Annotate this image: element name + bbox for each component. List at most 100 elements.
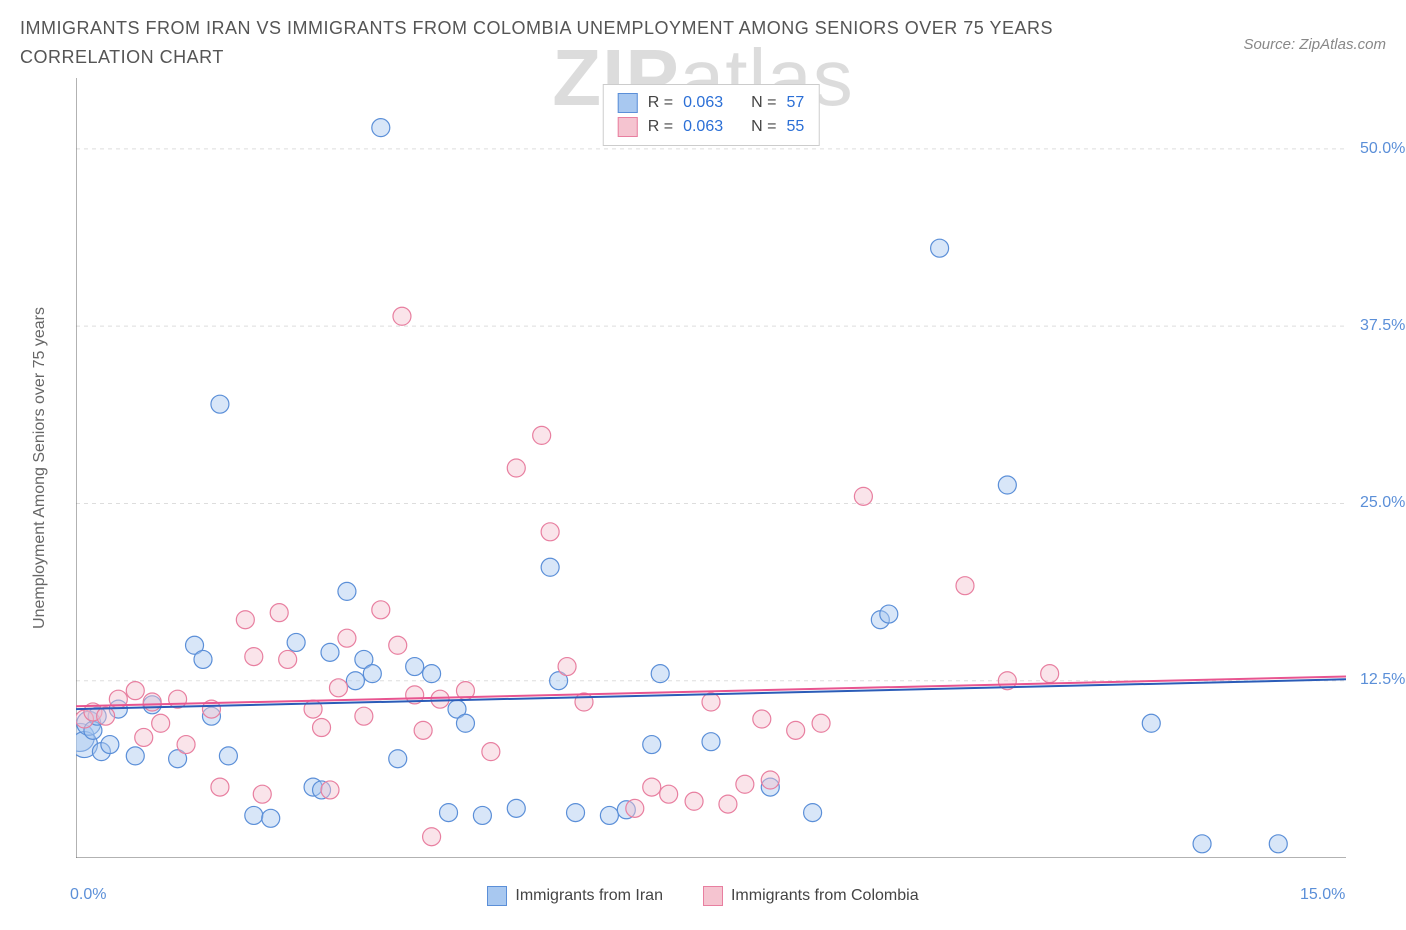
legend-stats-box: R = 0.063 N = 57 R = 0.063 N = 55 [603, 84, 820, 146]
point-iran [363, 664, 381, 682]
point-iran [219, 746, 237, 764]
source-label: Source: ZipAtlas.com [1243, 14, 1386, 53]
point-iran [389, 749, 407, 767]
chart-title: IMMIGRANTS FROM IRAN VS IMMIGRANTS FROM … [20, 14, 1160, 72]
y-axis-label: Unemployment Among Seniors over 75 years [31, 307, 49, 629]
point-colombia [355, 707, 373, 725]
scatter-plot [76, 78, 1346, 858]
point-colombia [1041, 664, 1059, 682]
point-iran [101, 735, 119, 753]
point-colombia [245, 647, 263, 665]
point-iran [702, 732, 720, 750]
point-iran [998, 476, 1016, 494]
legend-series-label: Immigrants from Colombia [731, 887, 919, 905]
point-iran [931, 239, 949, 257]
point-iran [287, 633, 305, 651]
legend-series-colombia: Immigrants from Colombia [703, 886, 919, 906]
point-iran [1193, 834, 1211, 852]
legend-series-label: Immigrants from Iran [515, 887, 663, 905]
legend-swatch-icon [618, 117, 638, 137]
point-iran [1142, 714, 1160, 732]
point-colombia [321, 781, 339, 799]
point-colombia [236, 610, 254, 628]
point-colombia [431, 690, 449, 708]
point-colombia [575, 693, 593, 711]
legend-swatch-icon [703, 886, 723, 906]
point-iran [804, 803, 822, 821]
point-iran [211, 395, 229, 413]
point-colombia [558, 657, 576, 675]
legend-swatch-icon [618, 93, 638, 113]
point-colombia [702, 693, 720, 711]
point-colombia [414, 721, 432, 739]
point-colombia [270, 603, 288, 621]
point-iran [567, 803, 585, 821]
point-colombia [135, 728, 153, 746]
point-iran [245, 806, 263, 824]
point-colombia [169, 690, 187, 708]
point-iran [321, 643, 339, 661]
point-colombia [338, 629, 356, 647]
legend-r-value: 0.063 [683, 94, 723, 112]
legend-stat-row-colombia: R = 0.063 N = 55 [618, 115, 805, 139]
point-iran [338, 582, 356, 600]
legend-series: Immigrants from Iran Immigrants from Colo… [20, 886, 1386, 906]
point-iran [406, 657, 424, 675]
point-colombia [736, 775, 754, 793]
point-iran [372, 118, 390, 136]
point-iran [346, 671, 364, 689]
title-bar: IMMIGRANTS FROM IRAN VS IMMIGRANTS FROM … [0, 0, 1406, 72]
point-colombia [812, 714, 830, 732]
point-iran [600, 806, 618, 824]
point-colombia [626, 799, 644, 817]
point-colombia [482, 742, 500, 760]
point-colombia [507, 459, 525, 477]
point-iran [423, 664, 441, 682]
point-iran [456, 714, 474, 732]
legend-n-label: N = [751, 118, 776, 136]
point-colombia [423, 827, 441, 845]
point-colombia [533, 426, 551, 444]
point-colombia [761, 771, 779, 789]
legend-n-value: 55 [786, 118, 804, 136]
point-iran [1269, 834, 1287, 852]
point-colombia [211, 778, 229, 796]
legend-stat-row-iran: R = 0.063 N = 57 [618, 91, 805, 115]
y-tick-label: 50.0% [1360, 140, 1405, 158]
point-iran [440, 803, 458, 821]
point-colombia [313, 718, 331, 736]
y-tick-label: 25.0% [1360, 494, 1405, 512]
legend-n-label: N = [751, 94, 776, 112]
point-colombia [126, 681, 144, 699]
legend-swatch-icon [487, 886, 507, 906]
point-colombia [753, 710, 771, 728]
legend-r-label: R = [648, 94, 673, 112]
point-colombia [541, 522, 559, 540]
legend-r-label: R = [648, 118, 673, 136]
point-colombia [253, 785, 271, 803]
point-colombia [279, 650, 297, 668]
point-colombia [956, 576, 974, 594]
point-colombia [389, 636, 407, 654]
point-colombia [643, 778, 661, 796]
point-colombia [787, 721, 805, 739]
point-iran [507, 799, 525, 817]
point-iran [473, 806, 491, 824]
point-colombia [854, 487, 872, 505]
point-iran [126, 746, 144, 764]
point-colombia [97, 707, 115, 725]
point-iran [194, 650, 212, 668]
point-colombia [177, 735, 195, 753]
legend-n-value: 57 [786, 94, 804, 112]
legend-series-iran: Immigrants from Iran [487, 886, 663, 906]
point-colombia [329, 678, 347, 696]
y-tick-label: 37.5% [1360, 317, 1405, 335]
point-iran [643, 735, 661, 753]
point-iran [880, 605, 898, 623]
point-colombia [660, 785, 678, 803]
point-iran [541, 558, 559, 576]
legend-r-value: 0.063 [683, 118, 723, 136]
point-colombia [393, 307, 411, 325]
point-iran [262, 809, 280, 827]
point-colombia [685, 792, 703, 810]
